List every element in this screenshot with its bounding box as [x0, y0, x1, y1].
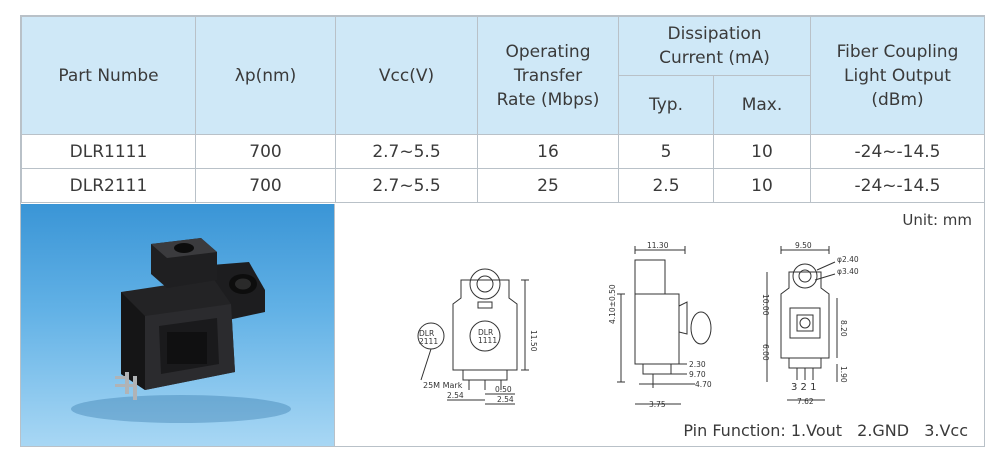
dim-9-70: 9.70	[689, 370, 706, 379]
dim-4-10: 4.10±0.50	[608, 284, 617, 324]
cell-rate: 25	[477, 168, 619, 203]
table-row: DLR1111 700 2.7~5.5 16 5 10 -24~-14.5	[21, 134, 985, 169]
dim-phi-2-40: φ2.40	[837, 255, 859, 264]
mark-label: 25M Mark	[423, 381, 463, 390]
pin-function-vcc: 3.Vcc	[924, 421, 968, 440]
datasheet: Part Numbe λp(nm) Vcc(V) Operating Trans…	[20, 15, 985, 447]
front-view	[417, 268, 529, 405]
cell-part: DLR1111	[21, 134, 196, 169]
header-dissipation-line1: Dissipation	[667, 24, 762, 44]
header-fiber-line2: Light Output	[844, 65, 951, 86]
back-view	[766, 246, 838, 401]
cell-typ: 5	[618, 134, 714, 169]
dim-11-30: 11.30	[647, 241, 669, 250]
drawing-views: DLR 2111 DLR 1111 25M Mark 11.50 0.50 2.…	[417, 241, 859, 409]
dim-1-90: 1.90	[839, 366, 848, 383]
cell-max: 10	[713, 168, 811, 203]
header-dissipation-line2: Current (mA)	[659, 48, 770, 68]
header-transfer-rate-line2: Transfer	[513, 65, 583, 86]
product-photo	[21, 204, 335, 446]
header-max: Max.	[713, 75, 811, 135]
pin-numbers: 3 2 1	[791, 382, 816, 393]
cell-wavelength: 700	[195, 134, 336, 169]
header-fiber-line3: (dBm)	[871, 89, 924, 110]
pin-function: Pin Function: 1.Vout 2.GND 3.Vcc	[683, 421, 968, 440]
dim-2-54-a: 2.54	[447, 391, 464, 400]
dim-3-75: 3.75	[649, 400, 666, 409]
header-fiber-coupling: Fiber Coupling Light Output (dBm)	[810, 16, 985, 135]
cell-part: DLR2111	[21, 168, 196, 203]
dim-10-00: 10.00	[761, 294, 770, 316]
cell-fiber: -24~-14.5	[810, 134, 985, 169]
dim-7-62: 7.62	[797, 397, 814, 406]
header-transfer-rate-line3: Rate (Mbps)	[496, 89, 600, 110]
dim-2-30: 2.30	[689, 360, 706, 369]
cell-max: 10	[713, 134, 811, 169]
mark-circle-line1: DLR	[419, 329, 434, 338]
table-row: DLR2111 700 2.7~5.5 25 2.5 10 -24~-14.5	[21, 168, 985, 203]
header-wavelength: λp(nm)	[195, 16, 336, 135]
mark-circle-line2: 2111	[419, 337, 438, 346]
header-dissipation-current: Dissipation Current (mA)	[618, 16, 811, 76]
dim-4-70: 4.70	[695, 380, 712, 389]
cell-wavelength: 700	[195, 168, 336, 203]
cell-vcc: 2.7~5.5	[335, 168, 478, 203]
side-view	[617, 246, 712, 405]
cell-fiber: -24~-14.5	[810, 168, 985, 203]
body-mark-line1: DLR	[478, 328, 493, 337]
dim-2-54-b: 2.54	[497, 395, 514, 404]
pin-function-vout: Pin Function: 1.Vout	[683, 421, 843, 440]
dim-0-50: 0.50	[495, 385, 512, 394]
header-vcc: Vcc(V)	[335, 16, 478, 135]
header-transfer-rate-line1: Operating	[505, 41, 591, 62]
dim-11-50: 11.50	[529, 330, 538, 352]
connector-illustration	[71, 238, 291, 423]
dim-8-20: 8.20	[839, 320, 848, 337]
unit-label: Unit: mm	[902, 211, 972, 229]
header-part-number: Part Numbe	[21, 16, 196, 135]
body-mark-line2: 1111	[478, 336, 497, 345]
header-fiber-line1: Fiber Coupling	[836, 41, 959, 62]
spec-table: Part Numbe λp(nm) Vcc(V) Operating Trans…	[21, 16, 985, 203]
dimension-drawing: Unit: mm	[335, 204, 984, 446]
dim-9-50: 9.50	[795, 241, 812, 250]
header-transfer-rate: Operating Transfer Rate (Mbps)	[477, 16, 619, 135]
dim-6-00: 6.00	[761, 344, 770, 361]
cell-vcc: 2.7~5.5	[335, 134, 478, 169]
header-typ: Typ.	[618, 75, 714, 135]
cell-rate: 16	[477, 134, 619, 169]
dim-phi-3-40: φ3.40	[837, 267, 859, 276]
pin-function-gnd: 2.GND	[857, 421, 910, 440]
cell-typ: 2.5	[618, 168, 714, 203]
